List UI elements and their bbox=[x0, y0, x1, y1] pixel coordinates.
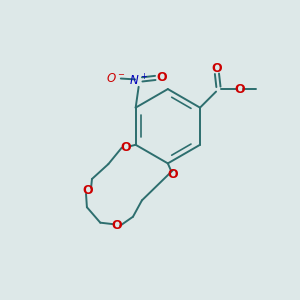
Text: O: O bbox=[212, 62, 222, 75]
Text: O: O bbox=[82, 184, 93, 197]
Text: O: O bbox=[111, 219, 122, 232]
Text: O: O bbox=[234, 83, 244, 96]
Text: $N^+$: $N^+$ bbox=[129, 73, 148, 88]
Text: O: O bbox=[156, 71, 166, 84]
Text: $O^-$: $O^-$ bbox=[106, 72, 126, 85]
Text: O: O bbox=[120, 141, 130, 154]
Text: O: O bbox=[167, 168, 178, 181]
